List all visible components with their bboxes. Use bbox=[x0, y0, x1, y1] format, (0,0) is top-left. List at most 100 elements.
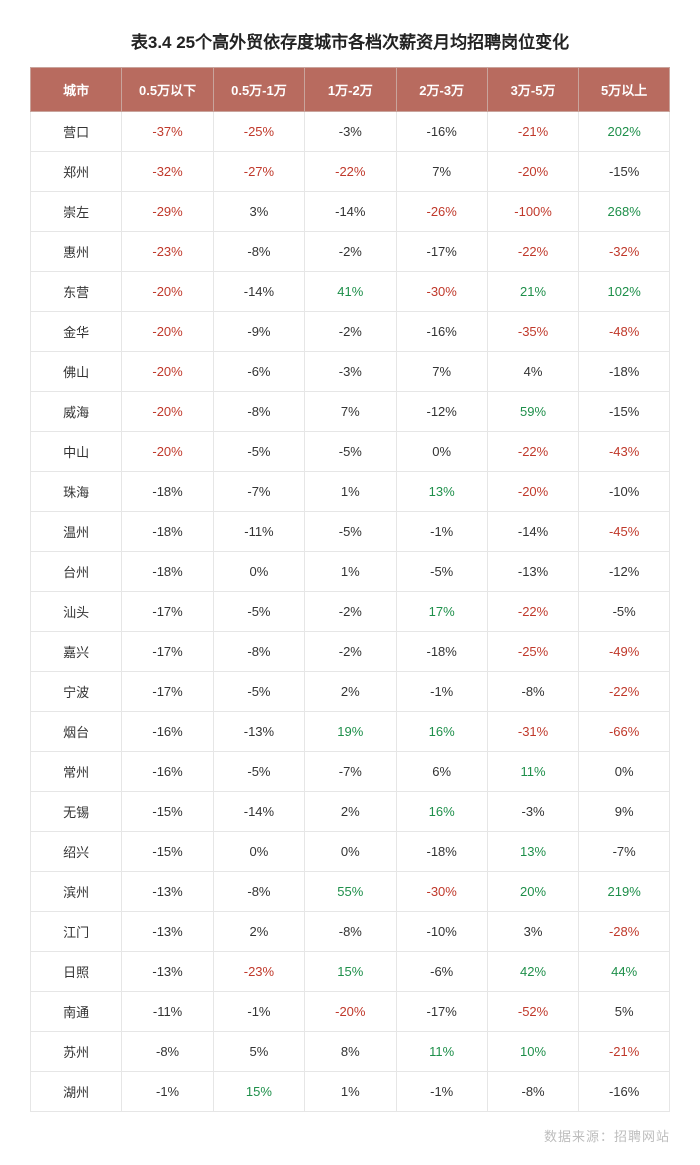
table-row: 日照-13%-23%15%-6%42%44% bbox=[31, 952, 670, 992]
value-cell: -17% bbox=[122, 632, 213, 672]
city-cell: 常州 bbox=[31, 752, 122, 792]
value-cell: -1% bbox=[213, 992, 304, 1032]
value-cell: -22% bbox=[579, 672, 670, 712]
table-row: 南通-11%-1%-20%-17%-52%5% bbox=[31, 992, 670, 1032]
value-cell: -17% bbox=[122, 672, 213, 712]
city-cell: 汕头 bbox=[31, 592, 122, 632]
value-cell: 7% bbox=[396, 152, 487, 192]
value-cell: -14% bbox=[487, 512, 578, 552]
value-cell: 7% bbox=[396, 352, 487, 392]
value-cell: 0% bbox=[305, 832, 396, 872]
value-cell: 16% bbox=[396, 792, 487, 832]
table-row: 汕头-17%-5%-2%17%-22%-5% bbox=[31, 592, 670, 632]
value-cell: 42% bbox=[487, 952, 578, 992]
city-cell: 苏州 bbox=[31, 1032, 122, 1072]
city-cell: 江门 bbox=[31, 912, 122, 952]
value-cell: -2% bbox=[305, 312, 396, 352]
value-cell: -37% bbox=[122, 112, 213, 152]
value-cell: 8% bbox=[305, 1032, 396, 1072]
value-cell: 2% bbox=[213, 912, 304, 952]
value-cell: 15% bbox=[305, 952, 396, 992]
value-cell: 1% bbox=[305, 472, 396, 512]
value-cell: 59% bbox=[487, 392, 578, 432]
city-cell: 崇左 bbox=[31, 192, 122, 232]
table-header-row: 城市0.5万以下0.5万-1万1万-2万2万-3万3万-5万5万以上 bbox=[31, 68, 670, 112]
value-cell: -20% bbox=[122, 312, 213, 352]
value-cell: -12% bbox=[396, 392, 487, 432]
city-cell: 嘉兴 bbox=[31, 632, 122, 672]
city-cell: 中山 bbox=[31, 432, 122, 472]
value-cell: -10% bbox=[579, 472, 670, 512]
value-cell: 9% bbox=[579, 792, 670, 832]
value-cell: -1% bbox=[396, 672, 487, 712]
value-cell: -5% bbox=[579, 592, 670, 632]
value-cell: -13% bbox=[213, 712, 304, 752]
table-row: 苏州-8%5%8%11%10%-21% bbox=[31, 1032, 670, 1072]
value-cell: -6% bbox=[396, 952, 487, 992]
value-cell: -3% bbox=[487, 792, 578, 832]
value-cell: -27% bbox=[213, 152, 304, 192]
value-cell: -2% bbox=[305, 232, 396, 272]
value-cell: 13% bbox=[487, 832, 578, 872]
col-header-5: 3万-5万 bbox=[487, 68, 578, 112]
city-cell: 滨州 bbox=[31, 872, 122, 912]
value-cell: 3% bbox=[487, 912, 578, 952]
city-cell: 无锡 bbox=[31, 792, 122, 832]
table-row: 郑州-32%-27%-22%7%-20%-15% bbox=[31, 152, 670, 192]
value-cell: -25% bbox=[213, 112, 304, 152]
value-cell: -28% bbox=[579, 912, 670, 952]
value-cell: -29% bbox=[122, 192, 213, 232]
value-cell: 2% bbox=[305, 792, 396, 832]
value-cell: -9% bbox=[213, 312, 304, 352]
col-header-3: 1万-2万 bbox=[305, 68, 396, 112]
value-cell: -35% bbox=[487, 312, 578, 352]
value-cell: -26% bbox=[396, 192, 487, 232]
value-cell: 219% bbox=[579, 872, 670, 912]
value-cell: -23% bbox=[213, 952, 304, 992]
value-cell: -25% bbox=[487, 632, 578, 672]
value-cell: -5% bbox=[213, 752, 304, 792]
table-row: 东营-20%-14%41%-30%21%102% bbox=[31, 272, 670, 312]
city-cell: 东营 bbox=[31, 272, 122, 312]
value-cell: -23% bbox=[122, 232, 213, 272]
value-cell: -13% bbox=[487, 552, 578, 592]
value-cell: -31% bbox=[487, 712, 578, 752]
table-row: 湖州-1%15%1%-1%-8%-16% bbox=[31, 1072, 670, 1112]
col-header-1: 0.5万以下 bbox=[122, 68, 213, 112]
value-cell: -5% bbox=[396, 552, 487, 592]
value-cell: 1% bbox=[305, 552, 396, 592]
value-cell: 44% bbox=[579, 952, 670, 992]
value-cell: 15% bbox=[213, 1072, 304, 1112]
table-row: 烟台-16%-13%19%16%-31%-66% bbox=[31, 712, 670, 752]
data-source-note: 数据来源：招聘网站 bbox=[30, 1126, 670, 1145]
table-row: 无锡-15%-14%2%16%-3%9% bbox=[31, 792, 670, 832]
value-cell: -14% bbox=[305, 192, 396, 232]
value-cell: -18% bbox=[122, 472, 213, 512]
value-cell: -7% bbox=[305, 752, 396, 792]
value-cell: -6% bbox=[213, 352, 304, 392]
city-cell: 威海 bbox=[31, 392, 122, 432]
value-cell: -18% bbox=[122, 552, 213, 592]
table-row: 嘉兴-17%-8%-2%-18%-25%-49% bbox=[31, 632, 670, 672]
city-cell: 湖州 bbox=[31, 1072, 122, 1112]
value-cell: 11% bbox=[487, 752, 578, 792]
value-cell: 7% bbox=[305, 392, 396, 432]
value-cell: -8% bbox=[213, 392, 304, 432]
value-cell: -43% bbox=[579, 432, 670, 472]
table-row: 珠海-18%-7%1%13%-20%-10% bbox=[31, 472, 670, 512]
value-cell: -7% bbox=[213, 472, 304, 512]
city-cell: 珠海 bbox=[31, 472, 122, 512]
value-cell: 0% bbox=[213, 552, 304, 592]
table-row: 惠州-23%-8%-2%-17%-22%-32% bbox=[31, 232, 670, 272]
value-cell: -8% bbox=[213, 632, 304, 672]
salary-change-table: 城市0.5万以下0.5万-1万1万-2万2万-3万3万-5万5万以上 营口-37… bbox=[30, 67, 670, 1112]
value-cell: -15% bbox=[579, 392, 670, 432]
value-cell: 4% bbox=[487, 352, 578, 392]
value-cell: 17% bbox=[396, 592, 487, 632]
value-cell: 6% bbox=[396, 752, 487, 792]
value-cell: -10% bbox=[396, 912, 487, 952]
value-cell: -18% bbox=[396, 632, 487, 672]
value-cell: -11% bbox=[213, 512, 304, 552]
value-cell: 202% bbox=[579, 112, 670, 152]
value-cell: -8% bbox=[122, 1032, 213, 1072]
